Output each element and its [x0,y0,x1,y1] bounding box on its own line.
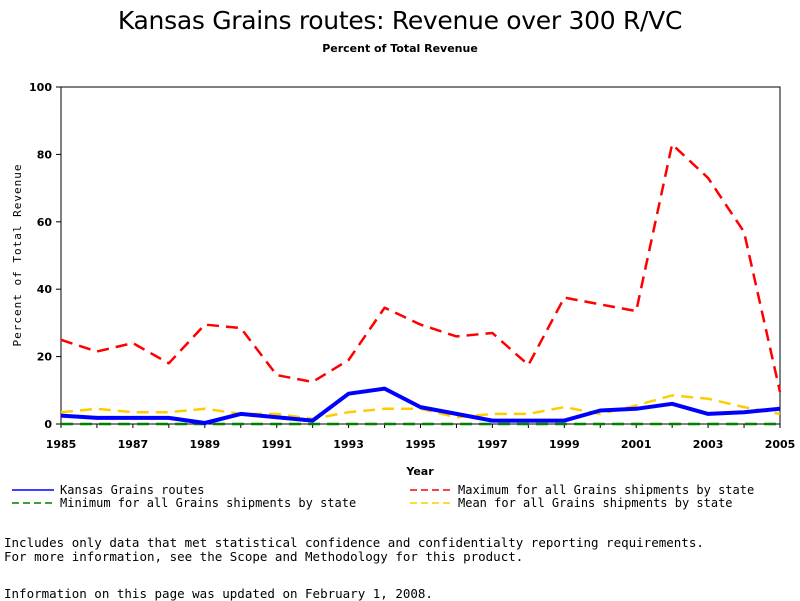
y-tick-label: 20 [37,351,53,364]
chart-subtitle: Percent of Total Revenue [322,42,478,55]
series-lines [60,143,782,426]
legend-item-label: Maximum for all Grains shipments by stat… [458,483,754,497]
x-tick-label: 1987 [118,438,149,451]
x-tick-label: 2001 [621,438,652,451]
line-chart: 0 20 40 60 80 100 1985 1987 1989 1991 1993 1995 199… [11,81,796,510]
x-tick-label: 1993 [333,438,364,451]
x-tick-label: 1997 [477,438,508,451]
x-tick-label: 2005 [765,438,796,451]
chart-title: Kansas Grains routes: Revenue over 300 R… [117,6,683,35]
x-axis-label: Year [405,465,434,478]
note-updated: Information on this page was updated on … [4,586,433,601]
series-line-maximum [60,143,782,393]
x-tick-label: 2003 [693,438,724,451]
legend-item-label: Minimum for all Grains shipments by stat… [60,496,356,510]
y-tick-label: 0 [44,418,52,431]
plot-area-frame [60,86,781,425]
y-tick-label: 40 [37,283,53,296]
series-line-kansas-grains-routes [60,386,781,425]
note-methodology: For more information, see the Scope and … [4,549,524,564]
x-axis: 1985 1987 1989 1991 1993 1995 1997 1999 2001 2003… [46,424,796,451]
y-axis: 0 20 40 60 80 100 [29,81,61,431]
x-tick-label: 1985 [46,438,77,451]
x-tick-label: 1995 [405,438,436,451]
legend-item-label: Kansas Grains routes [60,483,205,497]
legend: Kansas Grains routes Maximum for all Grai… [12,483,754,510]
y-tick-label: 80 [37,148,53,161]
note-confidentiality: Includes only data that met statistical … [4,535,704,550]
y-axis-label: Percent of Total Revenue [11,164,24,347]
x-tick-label: 1999 [549,438,580,451]
legend-item-label: Mean for all Grains shipments by state [458,496,733,510]
y-tick-label: 100 [29,81,52,94]
y-tick-label: 60 [37,216,53,229]
x-tick-label: 1991 [261,438,292,451]
x-tick-label: 1989 [189,438,220,451]
